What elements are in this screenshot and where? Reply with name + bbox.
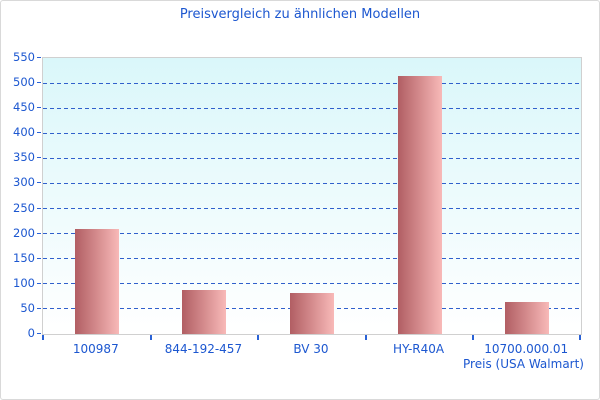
y-axis-tick-label-400: 400 <box>13 125 35 140</box>
bar-844-192-457 <box>182 289 227 334</box>
y-axis-tick-label-0: 0 <box>27 326 35 340</box>
x-axis-title: Preis (USA Walmart) <box>463 357 584 371</box>
bar-BV 30 <box>290 292 334 334</box>
bar-HY-R40A <box>397 76 442 334</box>
y-axis-tick-label-450: 450 <box>13 100 35 115</box>
gridline-500 <box>43 82 581 84</box>
y-axis-tick-mark <box>37 232 41 234</box>
gridline-350 <box>43 157 581 159</box>
x-axis-tick-mark <box>42 335 44 340</box>
y-axis-tick-label-250: 250 <box>13 200 35 215</box>
chart-title: Preisvergleich zu ähnlichen Modellen <box>179 7 421 22</box>
x-axis-tick-mark <box>472 335 475 340</box>
y-axis-tick-mark <box>37 282 41 284</box>
gridline-250 <box>43 208 581 210</box>
plot-area <box>42 57 582 335</box>
gridline-400 <box>43 132 581 134</box>
y-axis-tick-mark <box>37 132 41 134</box>
y-axis-tick-label-50: 50 <box>20 300 35 315</box>
y-axis-tick-mark <box>37 257 41 259</box>
y-axis-tick-mark <box>37 182 41 184</box>
gridline-300 <box>43 182 581 184</box>
x-axis-tick-mark <box>257 335 260 340</box>
y-axis-tick-label-550: 550 <box>13 50 35 64</box>
y-axis-tick-label-350: 350 <box>13 150 35 165</box>
x-axis-category-label-844-192-457: 844-192-457 <box>164 342 243 356</box>
y-axis-tick-mark <box>37 333 41 334</box>
gridline-150 <box>43 258 581 260</box>
bar-10700.000.01 <box>505 301 550 334</box>
y-axis-tick-label-150: 150 <box>13 250 35 265</box>
x-axis-category-label-HY-R40A: HY-R40A <box>393 342 445 356</box>
x-axis-tick-mark <box>149 335 152 340</box>
y-axis-tick-mark <box>37 82 41 84</box>
y-axis-tick-mark <box>37 207 41 209</box>
y-axis-tick-mark <box>37 57 41 58</box>
x-axis-category-label-100987: 100987 <box>72 342 119 356</box>
y-axis-tick-label-100: 100 <box>13 275 35 290</box>
bar-100987 <box>74 229 119 334</box>
x-axis-category-label-BV 30: BV 30 <box>293 342 329 356</box>
gridline-450 <box>43 107 581 109</box>
gridline-100 <box>43 283 581 285</box>
y-axis-tick-mark <box>37 307 41 309</box>
y-axis-tick-mark <box>37 107 41 109</box>
y-axis-tick-label-500: 500 <box>13 75 35 90</box>
x-axis-tick-mark <box>364 335 367 340</box>
y-axis-tick-mark <box>37 157 41 159</box>
y-axis-tick-label-300: 300 <box>13 175 35 190</box>
x-axis-tick-mark <box>579 335 581 340</box>
y-axis-tick-label-200: 200 <box>13 225 35 240</box>
x-axis-category-label-10700.000.01: 10700.000.01 <box>484 342 569 356</box>
gridline-200 <box>43 233 581 235</box>
